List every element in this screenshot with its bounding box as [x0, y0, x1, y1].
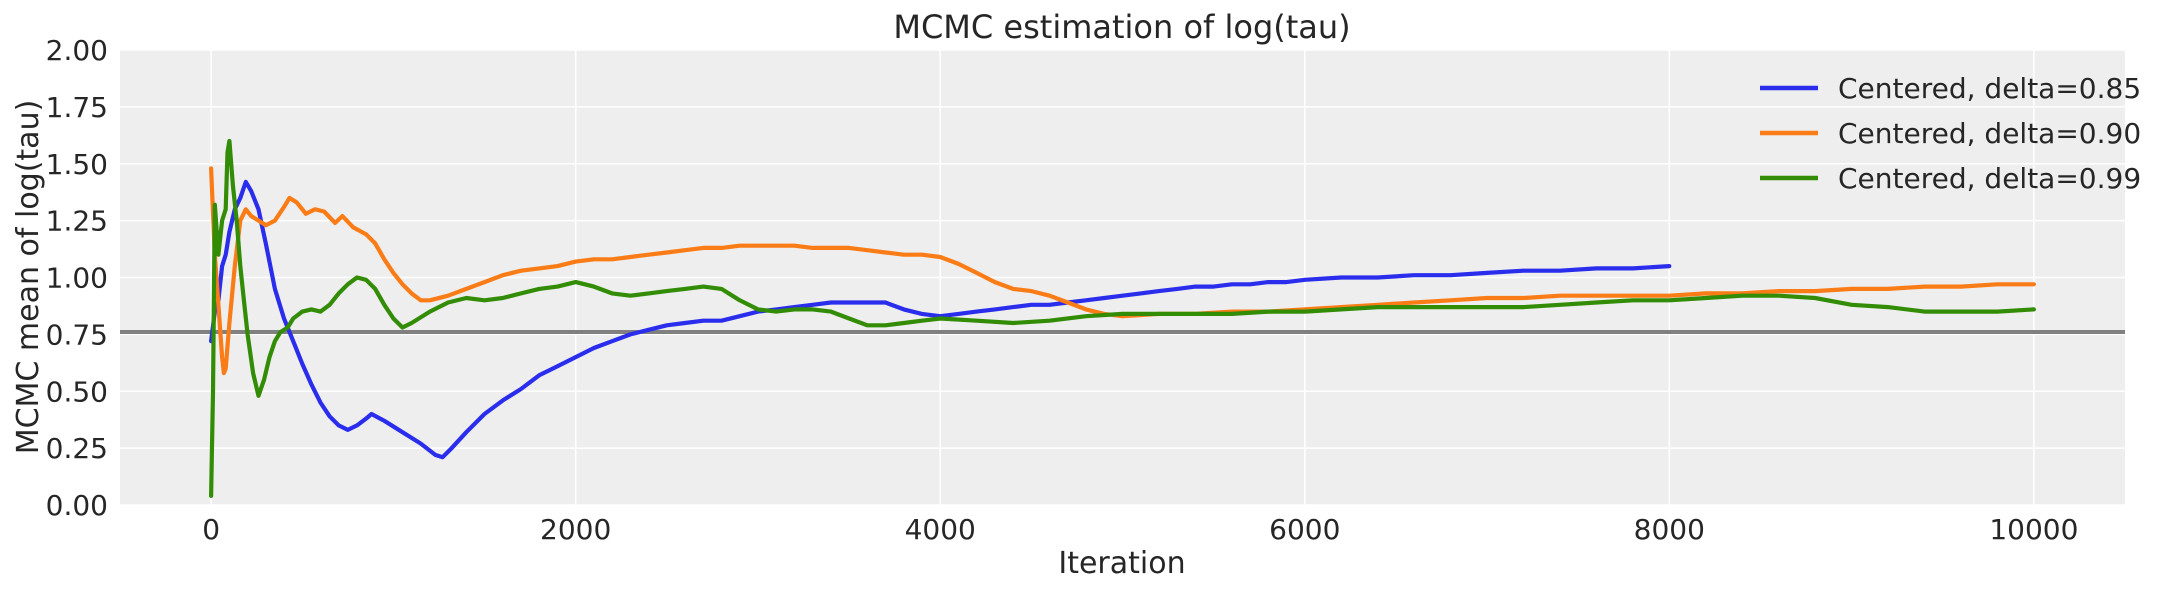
- x-tick-label: 4000: [905, 513, 976, 546]
- y-tick-label: 1.75: [46, 91, 108, 124]
- series-line-1: [209, 179, 1672, 460]
- legend-label-3: Centered, delta=0.99: [1838, 162, 2141, 195]
- series-line-2: [209, 166, 2036, 376]
- x-tick-label: 6000: [1269, 513, 1340, 546]
- x-tick-labels: 0 2000 4000 6000 8000 10000: [202, 513, 2078, 546]
- x-tick-label: 8000: [1634, 513, 1705, 546]
- x-axis-label: Iteration: [1058, 546, 1185, 581]
- y-tick-label: 0.00: [46, 489, 108, 522]
- series-line-3: [209, 138, 2036, 498]
- x-tick-label: 2000: [540, 513, 611, 546]
- y-tick-label: 2.00: [46, 34, 108, 67]
- y-tick-label: 1.25: [46, 205, 108, 238]
- legend: Centered, delta=0.85 Centered, delta=0.90…: [1760, 72, 2141, 195]
- y-tick-label: 1.00: [46, 262, 108, 295]
- chart-title: MCMC estimation of log(tau): [893, 8, 1350, 46]
- y-tick-labels: 0.00 0.25 0.50 0.75 1.00 1.25 1.50 1.75 2.00: [46, 34, 108, 522]
- y-tick-label: 1.50: [46, 148, 108, 181]
- legend-label-2: Centered, delta=0.90: [1838, 117, 2141, 150]
- x-tick-label: 0: [202, 513, 220, 546]
- y-tick-label: 0.75: [46, 318, 108, 351]
- x-tick-label: 10000: [1989, 513, 2078, 546]
- y-tick-label: 0.50: [46, 375, 108, 408]
- legend-label-1: Centered, delta=0.85: [1838, 72, 2141, 105]
- y-tick-label: 0.25: [46, 432, 108, 465]
- y-axis-label: MCMC mean of log(tau): [11, 100, 46, 455]
- series-group: [209, 138, 2036, 498]
